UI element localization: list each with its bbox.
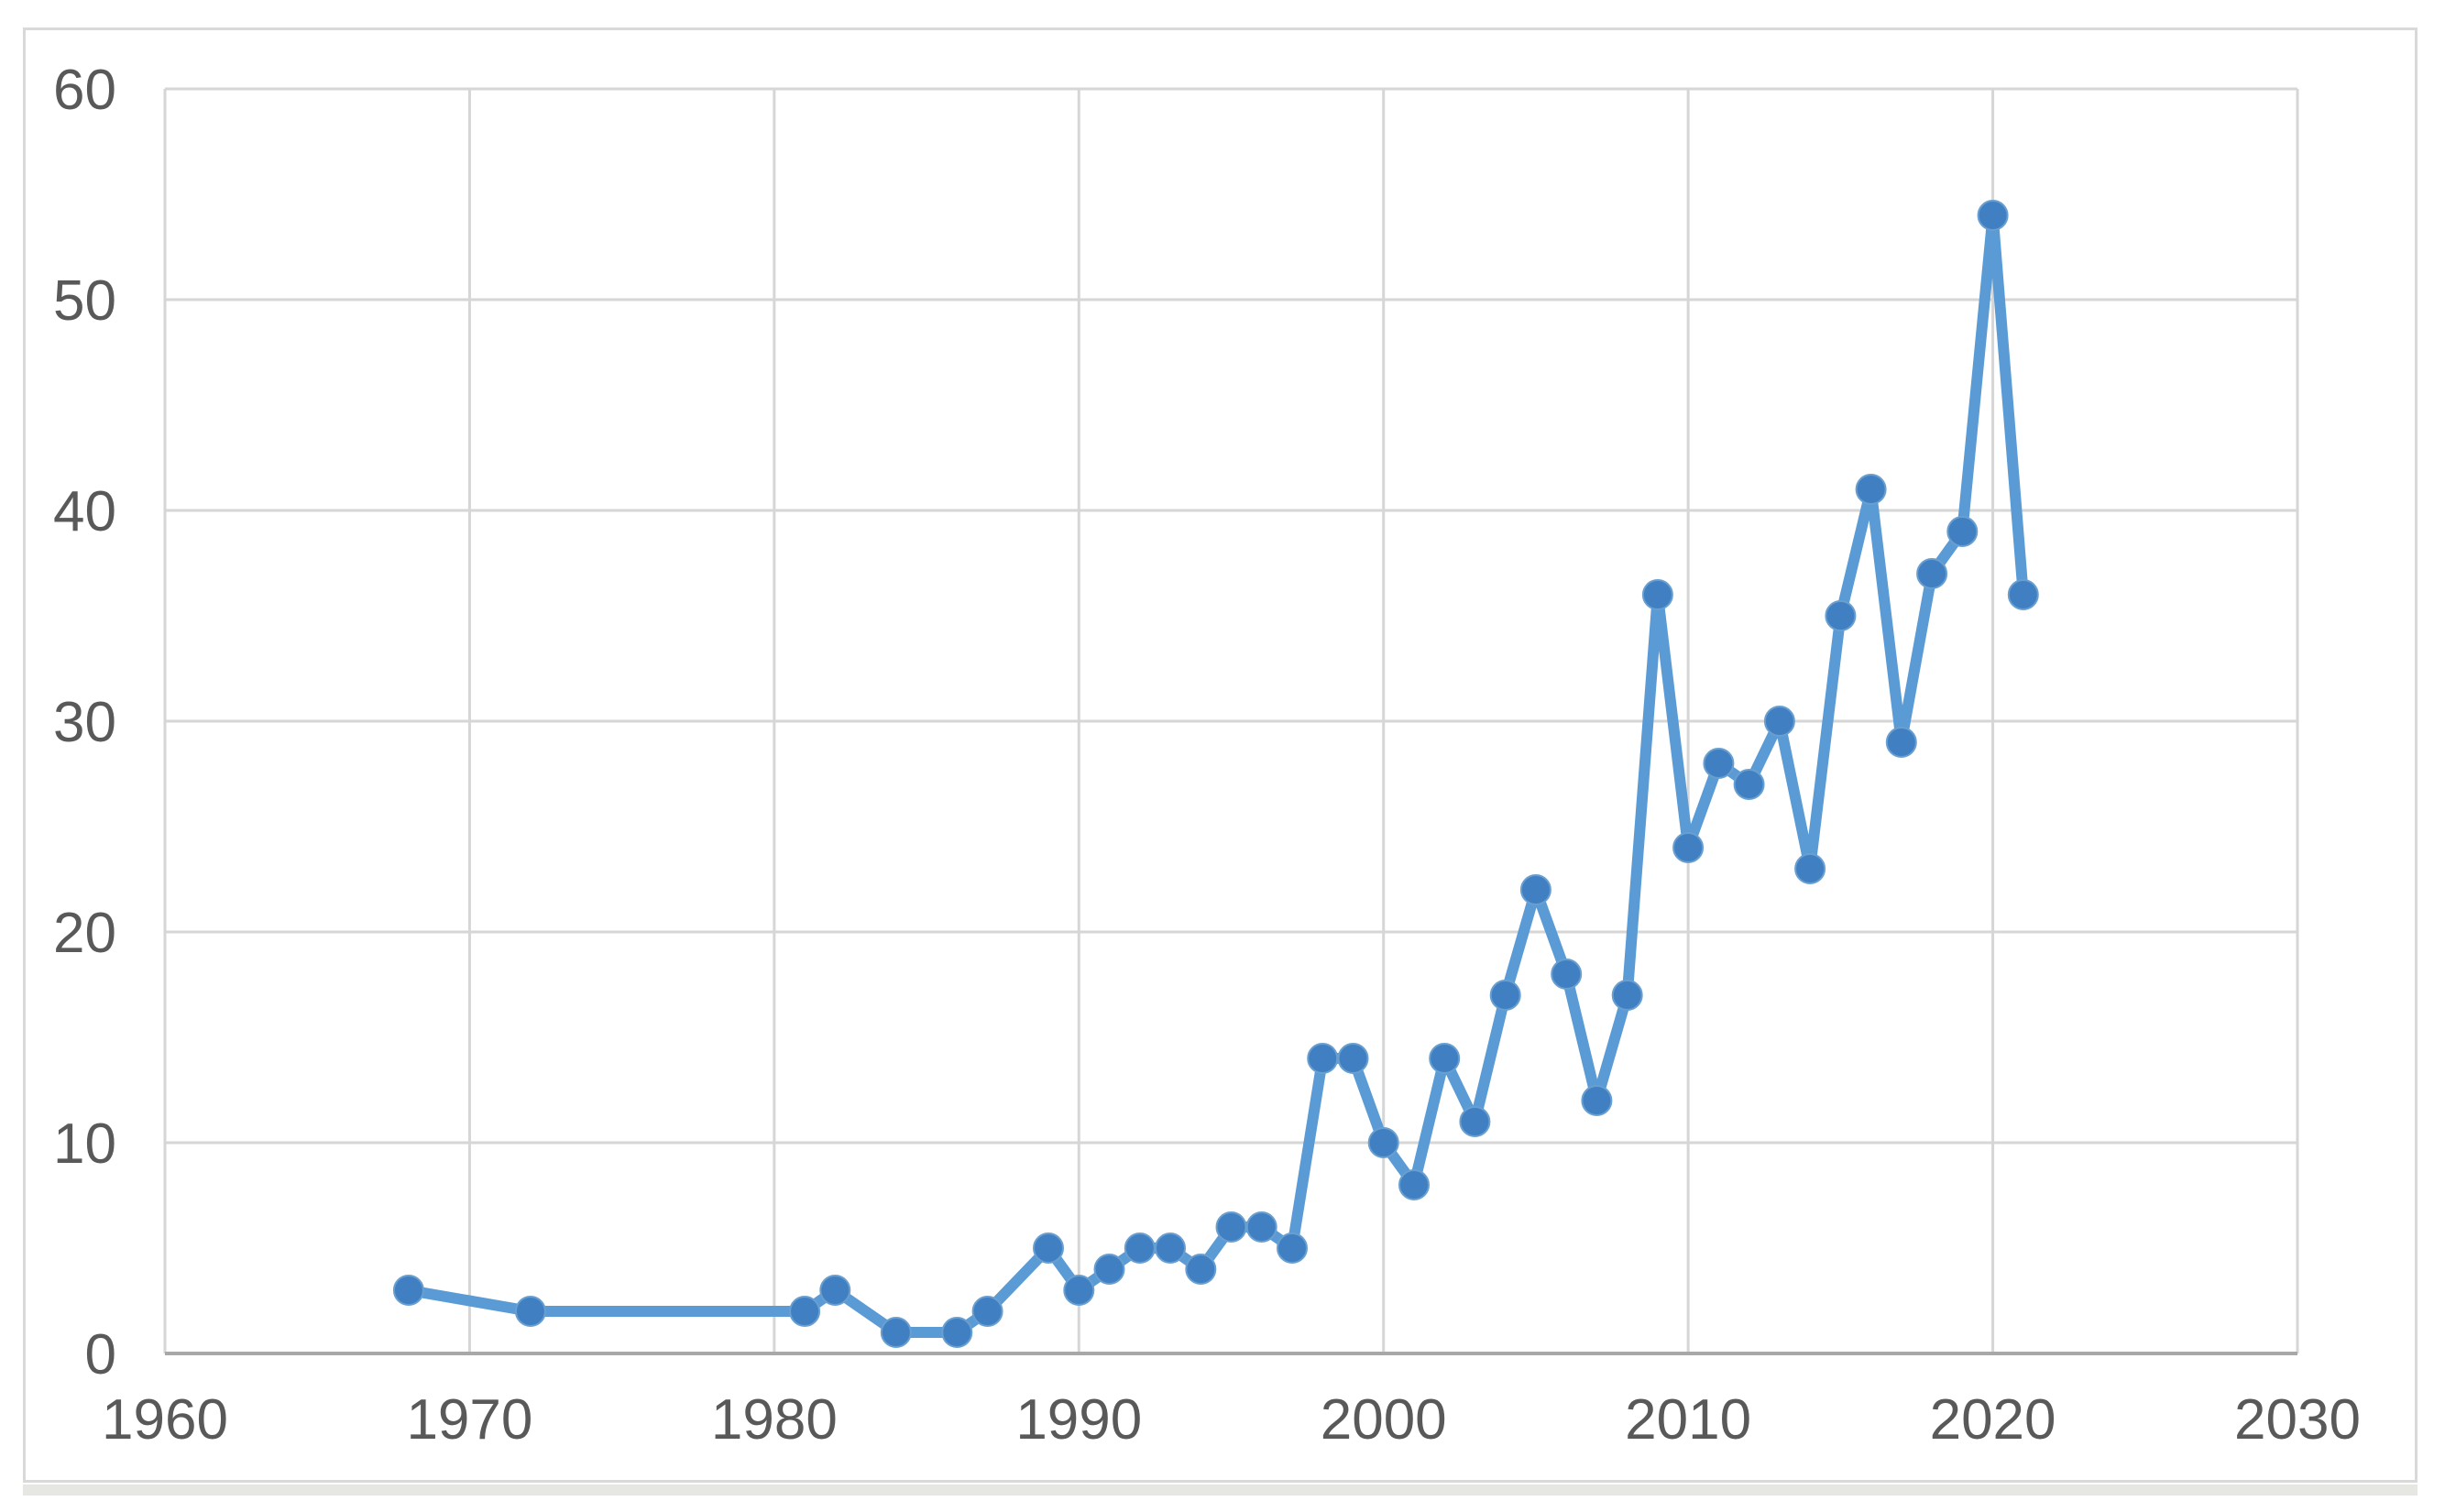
data-point-marker xyxy=(1215,1211,1247,1243)
y-tick-label: 10 xyxy=(53,1112,116,1176)
x-tick-label: 1990 xyxy=(1015,1388,1142,1452)
data-point-marker xyxy=(1245,1211,1277,1243)
data-point-marker xyxy=(1703,748,1735,779)
data-point-marker xyxy=(392,1275,424,1306)
y-tick-label: 40 xyxy=(53,480,116,543)
data-point-marker xyxy=(1155,1233,1186,1264)
data-point-marker xyxy=(1855,474,1887,505)
data-point-marker xyxy=(1063,1275,1095,1306)
data-series-line xyxy=(402,210,2029,1338)
data-point-marker xyxy=(1398,1169,1430,1200)
data-point-marker xyxy=(1489,980,1521,1011)
data-point-marker xyxy=(1367,1127,1399,1158)
x-tick-label: 1970 xyxy=(406,1388,532,1452)
data-point-marker xyxy=(941,1317,973,1348)
data-point-marker xyxy=(971,1296,1003,1327)
data-point-marker xyxy=(1277,1233,1308,1264)
x-tick-label: 2010 xyxy=(1625,1388,1751,1452)
data-point-marker xyxy=(1794,853,1826,884)
data-point-marker xyxy=(1307,1043,1339,1074)
data-point-marker xyxy=(1124,1233,1156,1264)
data-point-marker xyxy=(1551,959,1583,990)
window-bottom-edge xyxy=(23,1485,2418,1496)
data-point-marker xyxy=(1641,579,1673,610)
data-point-marker xyxy=(1459,1106,1491,1137)
y-tick-label: 30 xyxy=(53,691,116,754)
data-point-marker xyxy=(1033,1233,1064,1264)
data-point-marker xyxy=(819,1275,851,1306)
x-tick-label: 2030 xyxy=(2234,1388,2361,1452)
data-point-marker xyxy=(1337,1043,1369,1074)
data-point-marker xyxy=(789,1296,821,1327)
data-point-marker xyxy=(1916,558,1948,589)
data-point-marker xyxy=(1429,1043,1461,1074)
y-tick-label: 20 xyxy=(53,902,116,965)
data-point-marker xyxy=(880,1317,912,1348)
data-point-marker xyxy=(1185,1254,1217,1285)
data-point-marker xyxy=(1672,832,1705,863)
data-point-marker xyxy=(1519,874,1551,905)
x-tick-label: 2000 xyxy=(1321,1388,1447,1452)
data-point-marker xyxy=(1581,1085,1613,1116)
y-tick-label: 0 xyxy=(85,1323,116,1386)
data-point-marker xyxy=(1093,1254,1125,1285)
data-point-marker xyxy=(1946,516,1979,547)
x-tick-label: 2020 xyxy=(1930,1388,2056,1452)
x-tick-label: 1960 xyxy=(102,1388,228,1452)
data-point-marker xyxy=(1611,980,1643,1011)
data-point-marker xyxy=(1977,200,2009,231)
data-point-marker xyxy=(1885,727,1917,758)
y-tick-label: 50 xyxy=(53,269,116,333)
data-point-marker xyxy=(1733,769,1765,800)
data-point-marker xyxy=(514,1296,546,1327)
y-tick-label: 60 xyxy=(53,59,116,122)
data-point-marker xyxy=(2007,579,2039,610)
data-point-marker xyxy=(1825,600,1857,631)
x-tick-label: 1980 xyxy=(711,1388,838,1452)
data-point-marker xyxy=(1763,706,1795,737)
